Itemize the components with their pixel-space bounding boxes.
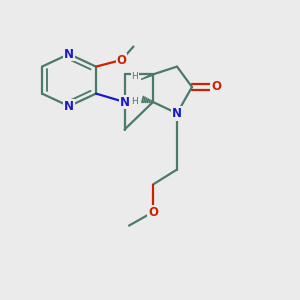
Text: O: O [116, 53, 127, 67]
Text: N: N [119, 95, 130, 109]
Text: O: O [211, 80, 221, 94]
Text: H: H [132, 97, 138, 106]
Text: N: N [64, 47, 74, 61]
Text: O: O [148, 206, 158, 219]
Text: N: N [172, 107, 182, 120]
Text: N: N [64, 100, 74, 113]
Text: H: H [132, 72, 138, 81]
Polygon shape [141, 74, 153, 80]
